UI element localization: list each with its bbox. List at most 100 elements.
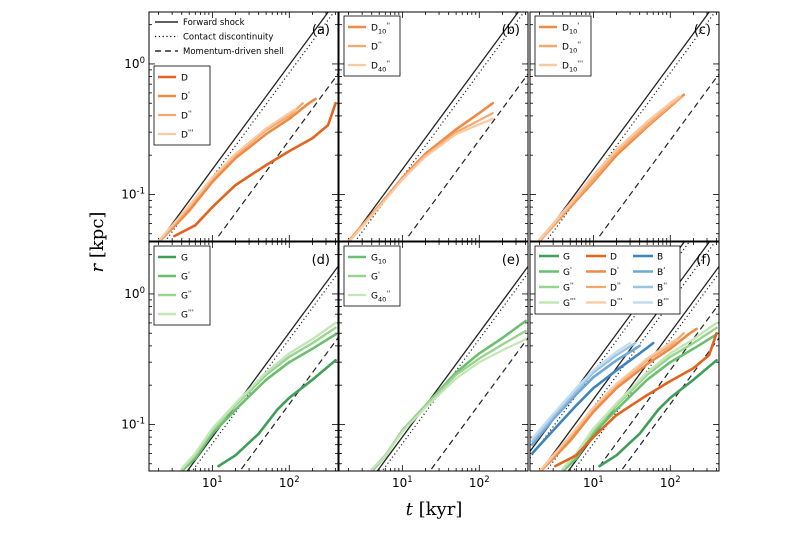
series-line-f-B — [530, 341, 655, 455]
x-tick-label: 101 — [202, 475, 223, 490]
legend-entry: G' — [563, 266, 572, 278]
legend-entry: D10'' — [562, 41, 581, 55]
legend-entry: G'' — [563, 282, 574, 294]
panel-d-legend: G G' G'' G''' — [153, 245, 211, 326]
legend-box — [153, 245, 211, 326]
legend-entry: D10' — [562, 22, 579, 36]
panel-d-frame — [148, 241, 339, 472]
panel-b: (b) D10'' D'' D40'' — [338, 11, 529, 242]
reference-line-dotted — [530, 242, 690, 459]
series-line-c-D10pp — [538, 95, 683, 241]
panel-e-plot-area — [370, 266, 528, 471]
panel-f: (f) G G' G'' G''' D D' D'' D''' B B' B'' B''' 101 102 — [529, 241, 720, 490]
panel-b-plot-area — [347, 12, 528, 241]
x-tick-label: 101 — [583, 475, 604, 490]
series-line-e-Gp — [370, 329, 527, 471]
y-tick-label: 10-1 — [121, 186, 145, 201]
reference-line-solid — [376, 266, 528, 471]
series-line-f-Bppp — [531, 341, 632, 440]
panel-f-legend: G G' G'' G''' D D' D'' D''' B B' B'' B''' — [534, 245, 681, 315]
reference-line-solid — [539, 242, 711, 471]
series-line-f-G — [598, 358, 718, 468]
legend-entry: G40'' — [371, 290, 390, 304]
legend-entry: G10 — [371, 254, 386, 266]
panel-a-plot-area — [157, 12, 338, 241]
x-tick-label: 101 — [392, 475, 413, 490]
y-tick-label: 100 — [124, 286, 145, 301]
y-tick-label: 10-1 — [121, 416, 145, 431]
series-line-f-Bpp — [531, 341, 637, 443]
reference-line-dashed — [598, 73, 719, 237]
panel-label: (c) — [694, 23, 711, 38]
legend-entry: B — [657, 253, 663, 263]
legend-box — [153, 65, 211, 146]
series-line-a-D — [173, 101, 337, 238]
legend-entry: G' — [371, 271, 380, 283]
panel-d: (d) G G' G'' G''' 101 102 10-1 100 — [121, 241, 339, 490]
legend-entry: B''' — [657, 297, 669, 309]
legend-entry: D40'' — [371, 60, 390, 74]
legend-entry: G' — [181, 271, 190, 283]
x-tick-label: 102 — [660, 475, 681, 490]
reference-line-dashed — [598, 303, 719, 467]
legend-entry: D'' — [181, 110, 192, 122]
series-line-f-Dppp — [538, 338, 678, 471]
series-line-b-Dpp — [347, 111, 494, 241]
series-line-f-Bp — [530, 344, 642, 447]
line-style-label: Momentum-driven shell — [183, 47, 284, 57]
reference-line-solid — [348, 12, 520, 241]
panel-f-plot-area — [530, 242, 719, 471]
panel-a-legend: D D' D'' D''' — [153, 65, 211, 146]
panel-c-plot-area — [538, 12, 719, 241]
legend-entry: D' — [181, 91, 190, 103]
legend-entry: D''' — [610, 297, 623, 309]
series-line-d-Gp — [180, 333, 337, 471]
legend-entry: D10'' — [371, 22, 390, 36]
panel-label: (e) — [502, 253, 520, 268]
reference-line-dashed — [429, 337, 528, 471]
legend-entry: D'' — [610, 282, 621, 294]
x-tick-label: 102 — [279, 475, 300, 490]
legend-entry: B'' — [657, 282, 667, 294]
series-line-b-D40pp — [348, 117, 494, 241]
legend-entry: D — [181, 74, 188, 84]
y-axis-label: r [kpc] — [87, 212, 108, 273]
series-line-f-Gppp — [561, 321, 718, 470]
series-line-e-G40pp — [370, 338, 527, 471]
series-line-f-Gp — [561, 333, 718, 471]
series-line-a-Dppp — [157, 108, 297, 241]
x-axis-label: t [kyr] — [406, 499, 463, 520]
series-line-f-D — [553, 331, 718, 468]
panel-d-plot-area — [180, 266, 338, 471]
series-line-c-D10ppp — [538, 95, 681, 241]
legend-entry: D''' — [181, 129, 194, 141]
panel-label: (d) — [312, 253, 330, 268]
legend-entry: B' — [657, 266, 665, 278]
panel-label: (f) — [696, 253, 711, 268]
x-tick-label: 102 — [469, 475, 490, 490]
panel-b-legend: D10'' D'' D40'' — [343, 15, 401, 77]
panel-c-legend: D10' D10'' D10''' — [534, 15, 592, 77]
panel-f-frame — [529, 241, 720, 472]
legend-entry: D'' — [371, 41, 382, 53]
reference-line-solid — [567, 266, 719, 471]
series-line-f-Dp — [539, 327, 698, 471]
legend-entry: D10''' — [562, 60, 583, 74]
line-style-label: Contact discontinuity — [183, 33, 273, 43]
reference-line-dashed — [407, 73, 528, 237]
legend-entry: G — [181, 254, 188, 264]
panel-c-frame — [529, 11, 720, 242]
panel-a: (a) D D' D'' D''' 10-1 100 — [121, 11, 339, 242]
panel-e: (e) G10 G' G40'' 101 102 — [338, 241, 529, 490]
legend-box — [534, 245, 681, 315]
legend-entry: G — [563, 253, 570, 263]
reference-line-dashed — [217, 73, 338, 237]
panels-layer: (a) D D' D'' D''' 10-1 100 (b) D10'' D'' D40'' (c) D… — [121, 11, 720, 490]
series-line-d-G — [217, 358, 337, 468]
series-line-a-Dp — [158, 97, 317, 241]
reference-line-solid — [158, 12, 330, 241]
line-style-label: Forward shock — [183, 18, 245, 28]
legend-entry: G''' — [181, 309, 194, 321]
panel-e-legend: G10 G' G40'' — [343, 245, 401, 307]
